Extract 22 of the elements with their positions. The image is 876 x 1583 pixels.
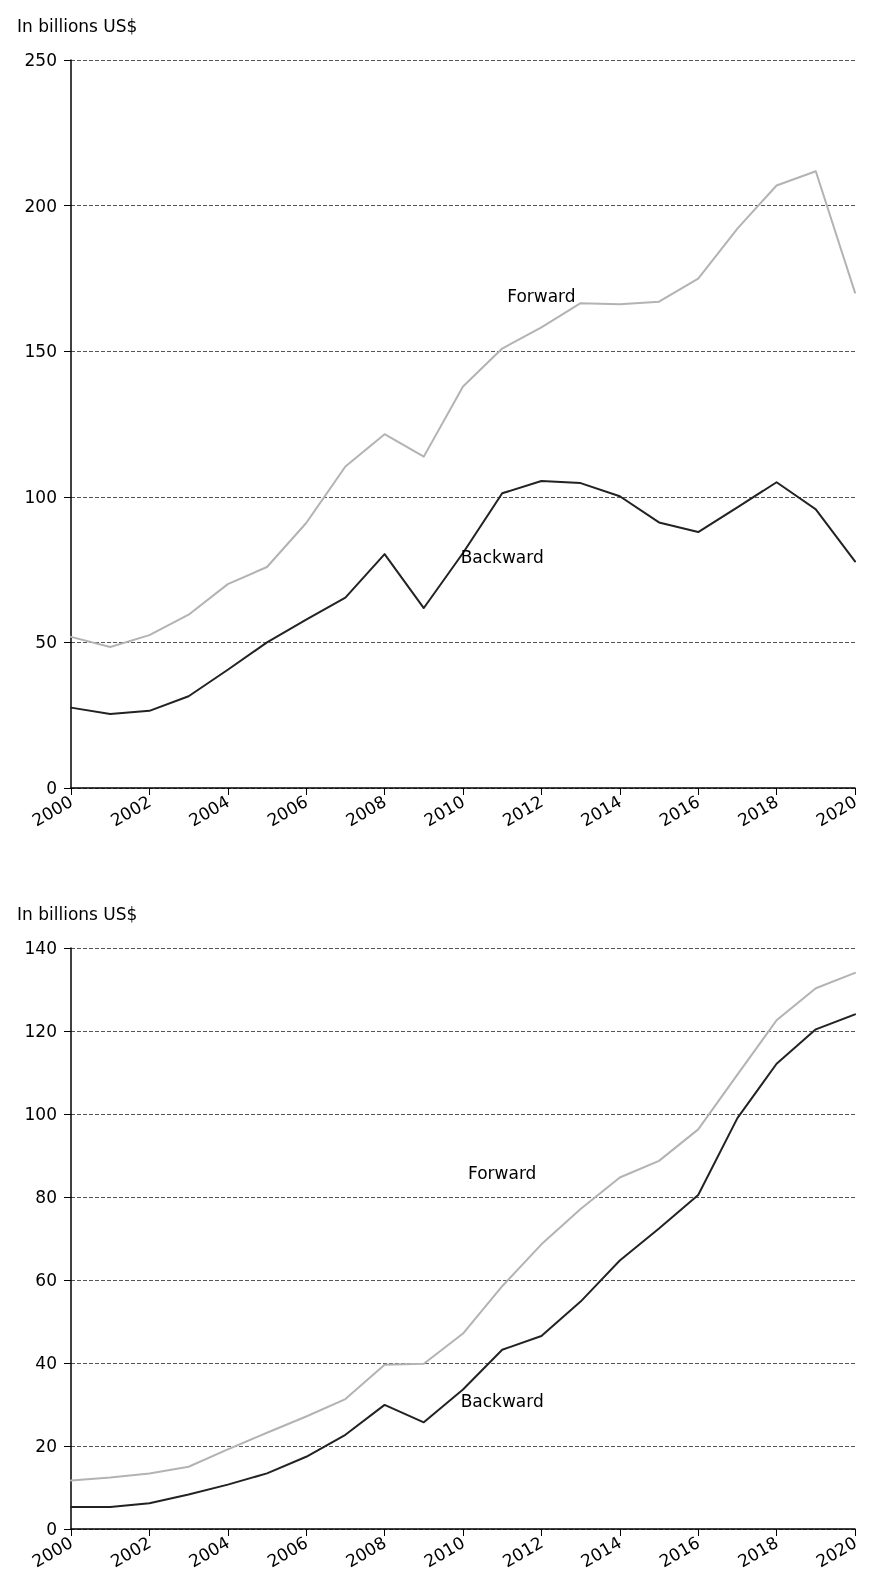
y-tick-label: 140 [24,938,57,958]
y-tick-label: 250 [24,50,57,70]
y-tick-label: 100 [24,486,57,507]
y-tick-label: 200 [24,195,57,216]
y-tick-label: 40 [35,1353,57,1373]
y-tick-label: 50 [35,632,57,653]
y-axis-title: In billions US$ [17,15,138,36]
y-tick-label: 0 [46,1519,57,1539]
y-tick-label: 100 [24,1104,57,1124]
series-label: Forward [507,285,576,306]
y-axis-title: In billions US$ [17,903,138,924]
y-tick-label: 20 [35,1436,57,1456]
series-label: Backward [460,1391,544,1412]
y-tick-label: 0 [46,778,57,798]
y-tick-label: 80 [35,1187,57,1207]
line-series [70,480,856,716]
y-tick-label: 150 [24,341,57,362]
y-tick-label: 60 [35,1270,57,1290]
series-label: Backward [460,546,544,567]
text: Forward [468,1162,537,1183]
line-series [70,170,856,649]
y-tick-label: 120 [24,1021,57,1041]
